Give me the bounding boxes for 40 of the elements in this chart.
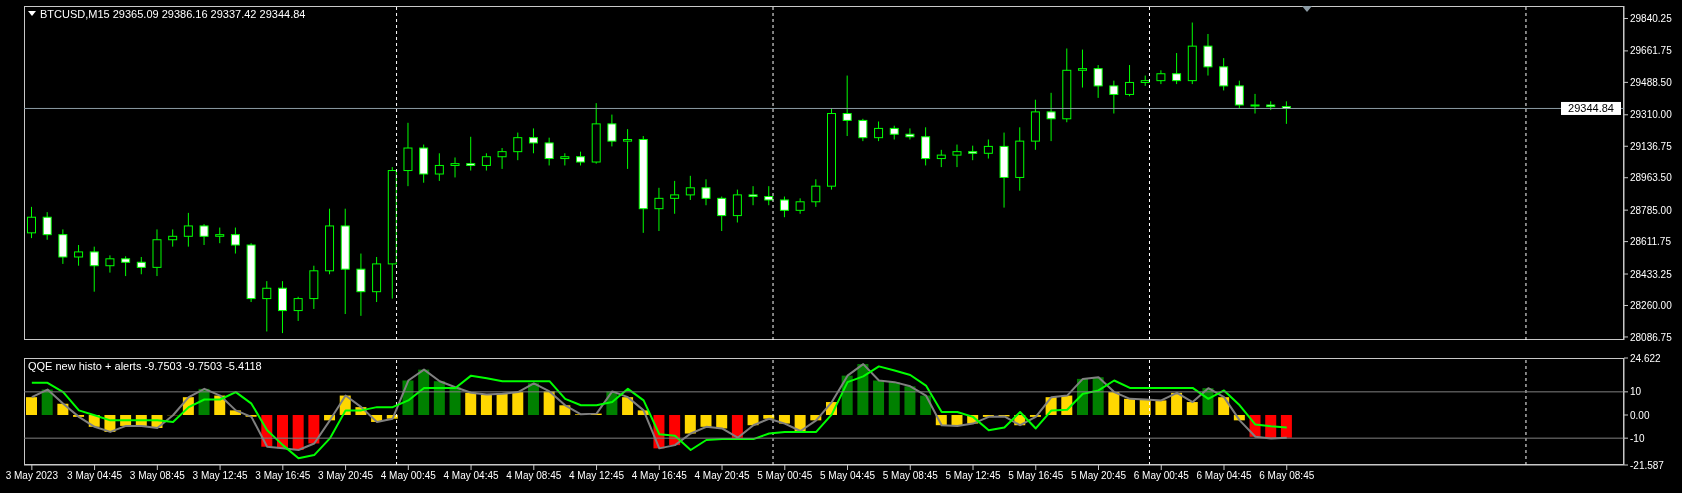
y-tick-label: 28785.00: [1630, 204, 1673, 216]
y-tick-label: 29840.25: [1630, 13, 1673, 25]
x-tick-label: 3 May 04:45: [67, 470, 123, 482]
x-tick-label: 3 May 08:45: [129, 470, 186, 482]
y-tick-label: 29488.50: [1630, 76, 1673, 88]
x-tick-label: 5 May 12:45: [945, 470, 1001, 482]
x-tick-label: 4 May 12:45: [569, 470, 625, 482]
y-tick-label: -10: [1630, 432, 1645, 444]
y-tick-label: 29661.75: [1630, 45, 1673, 57]
ref-line-label: 29344.84: [1568, 102, 1614, 115]
chart-title: QQE new histo + alerts -9.7503 -9.7503 -5.4118: [28, 360, 262, 373]
y-tick-label: 24.622: [1630, 352, 1662, 364]
y-tick-label: 28260.00: [1630, 300, 1673, 312]
x-tick-label: 4 May 00:45: [380, 470, 437, 482]
x-tick-label: 3 May 12:45: [192, 470, 249, 482]
y-tick-label: 28611.75: [1630, 236, 1672, 248]
y-tick-label: 29136.75: [1630, 140, 1673, 152]
x-tick-label: 3 May 16:45: [255, 470, 311, 482]
y-tick-label: 0.00: [1630, 409, 1650, 421]
x-tick-label: 6 May 04:45: [1196, 470, 1252, 482]
x-tick-label: 5 May 00:45: [757, 470, 813, 482]
chart-title: BTCUSD,M15 29365.09 29386.16 29337.42 29344.84: [40, 8, 306, 21]
y-tick-label: 28433.25: [1630, 268, 1673, 280]
x-tick-label: 6 May 00:45: [1133, 470, 1190, 482]
x-tick-label: 3 May 2023: [5, 470, 59, 482]
x-tick-label: 5 May 16:45: [1008, 470, 1064, 482]
x-tick-label: 5 May 20:45: [1070, 470, 1127, 482]
y-tick-label: 28086.75: [1630, 331, 1673, 343]
y-tick-label: 29310.00: [1630, 109, 1673, 121]
y-tick-label: 10: [1630, 386, 1642, 398]
x-tick-label: 4 May 20:45: [694, 470, 750, 482]
x-tick-label: 5 May 08:45: [882, 470, 939, 482]
x-tick-label: 3 May 20:45: [318, 470, 374, 482]
x-tick-label: 5 May 04:45: [820, 470, 876, 482]
x-tick-label: 4 May 04:45: [443, 470, 500, 482]
x-tick-label: 4 May 08:45: [506, 470, 562, 482]
x-tick-label: 6 May 08:45: [1259, 470, 1315, 482]
y-tick-label: 28963.50: [1630, 172, 1673, 184]
x-tick-label: 4 May 16:45: [631, 470, 688, 482]
y-tick-label: -21.587: [1630, 459, 1665, 471]
